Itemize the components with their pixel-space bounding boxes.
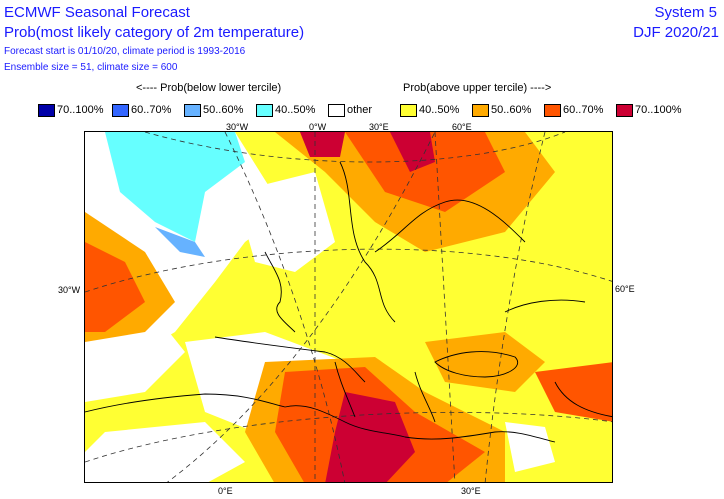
- legend-swatch: [112, 104, 129, 117]
- legend-label: 50..60%: [491, 104, 532, 116]
- legend-label: other: [347, 104, 373, 116]
- forecast-info: Forecast start is 01/10/20, climate peri…: [4, 46, 246, 57]
- region-below-40-50: [155, 227, 205, 257]
- region-above-70-100: [325, 392, 415, 482]
- region-above-60-70: [535, 362, 612, 422]
- legend-label: 40..50%: [419, 104, 460, 116]
- map-tick-top: 0°W: [309, 122, 327, 132]
- region-other: [235, 172, 335, 272]
- region-above-70-100: [390, 132, 435, 172]
- map-tick-top: 60°E: [452, 122, 472, 132]
- legend-swatch: [616, 104, 633, 117]
- legend-label: 40..50%: [275, 104, 316, 116]
- region-other: [505, 422, 555, 472]
- system-label: System 5: [654, 4, 717, 21]
- legend-label: 50..60%: [203, 104, 244, 116]
- region-above-60-70: [85, 242, 145, 332]
- page-subtitle: Prob(most likely category of 2m temperat…: [4, 24, 305, 41]
- legend-swatch: [256, 104, 273, 117]
- map-tick-right: 60°E: [615, 284, 635, 294]
- ensemble-info: Ensemble size = 51, climate size = 600: [4, 62, 178, 73]
- legend-heading-below: <---- Prob(below lower tercile): [136, 82, 282, 94]
- region-above-70-100: [300, 132, 345, 157]
- map-tick-bottom: 30°E: [461, 486, 481, 496]
- map-tick-top: 30°E: [369, 122, 389, 132]
- map-canvas: [85, 132, 612, 482]
- legend-swatch: [328, 104, 345, 117]
- legend-swatch: [184, 104, 201, 117]
- legend-swatch: [400, 104, 417, 117]
- legend-swatch: [472, 104, 489, 117]
- legend-label: 60..70%: [131, 104, 172, 116]
- coastlines: [85, 161, 612, 443]
- legend-label: 70..100%: [635, 104, 682, 116]
- map-tick-bottom: 0°E: [218, 486, 233, 496]
- region-below-40-50: [105, 132, 245, 242]
- legend-label: 70..100%: [57, 104, 104, 116]
- legend-label: 60..70%: [563, 104, 604, 116]
- map-tick-left: 30°W: [58, 285, 81, 295]
- forecast-map: [84, 131, 613, 483]
- region-other: [85, 422, 245, 482]
- season-label: DJF 2020/21: [633, 24, 719, 41]
- page-title: ECMWF Seasonal Forecast: [4, 4, 190, 21]
- graticule: [85, 132, 612, 482]
- legend-swatch: [38, 104, 55, 117]
- legend-swatch: [544, 104, 561, 117]
- map-tick-top: 30°W: [226, 122, 249, 132]
- legend: 70..100% 60..70% 50..60% 40..50% other 4…: [38, 103, 698, 119]
- region-above-50-60: [425, 332, 545, 392]
- probability-fields: [85, 132, 612, 482]
- region-above-60-70: [345, 132, 505, 212]
- legend-heading-above: Prob(above upper tercile) ---->: [403, 82, 552, 94]
